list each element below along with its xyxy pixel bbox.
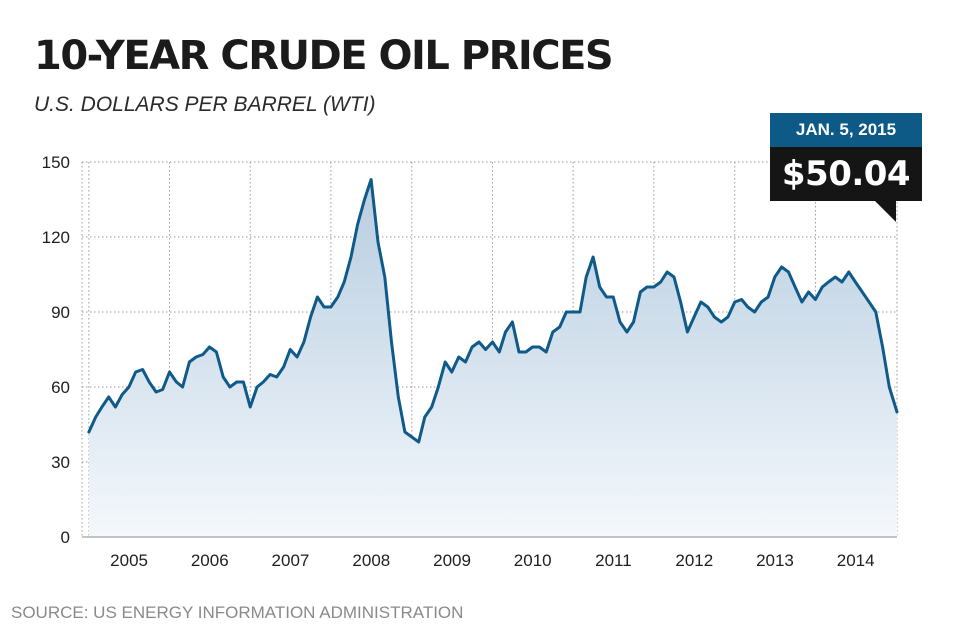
y-tick-label: 120 <box>42 228 70 247</box>
x-tick-label: 2005 <box>110 551 148 570</box>
x-tick-label: 2006 <box>191 551 229 570</box>
x-tick-label: 2011 <box>595 551 632 570</box>
callout-pointer <box>874 200 896 222</box>
x-tick-label: 2007 <box>272 551 310 570</box>
x-axis-ticks: 2005 2006 2007 2008 2009 2010 2011 2012 2013 2014 <box>110 551 874 570</box>
y-axis-ticks: 0 30 60 90 120 150 <box>42 153 70 547</box>
y-tick-label: 90 <box>51 303 70 322</box>
callout-date: JAN. 5, 2015 <box>770 113 922 147</box>
chart-title: 10-YEAR CRUDE OIL PRICES <box>34 33 614 79</box>
x-tick-label: 2010 <box>514 551 552 570</box>
x-tick-label: 2013 <box>756 551 794 570</box>
x-tick-label: 2012 <box>675 551 713 570</box>
y-tick-label: 0 <box>61 528 70 547</box>
callout-price: $50.04 <box>770 147 922 201</box>
x-tick-label: 2008 <box>352 551 390 570</box>
latest-price-callout: JAN. 5, 2015 $50.04 <box>770 113 922 201</box>
x-tick-label: 2014 <box>837 551 875 570</box>
chart-subtitle: U.S. DOLLARS PER BARREL (WTI) <box>34 93 376 116</box>
y-tick-label: 150 <box>42 153 70 172</box>
x-tick-label: 2009 <box>433 551 471 570</box>
price-area <box>88 179 897 537</box>
source-note: SOURCE: US ENERGY INFORMATION ADMINISTRA… <box>11 603 464 622</box>
y-tick-label: 30 <box>51 453 70 472</box>
series-line-wti <box>87 178 899 444</box>
y-tick-label: 60 <box>51 378 70 397</box>
